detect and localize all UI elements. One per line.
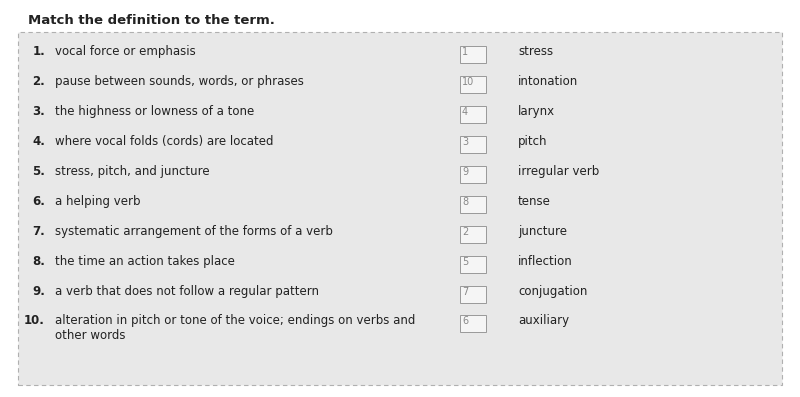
- FancyBboxPatch shape: [460, 315, 486, 332]
- Text: juncture: juncture: [518, 225, 567, 238]
- Text: tense: tense: [518, 195, 551, 208]
- Text: auxiliary: auxiliary: [518, 314, 569, 327]
- Text: 7.: 7.: [32, 225, 45, 238]
- Text: the time an action takes place: the time an action takes place: [55, 255, 235, 268]
- Text: 2.: 2.: [32, 75, 45, 88]
- FancyBboxPatch shape: [460, 106, 486, 123]
- Text: intonation: intonation: [518, 75, 578, 88]
- Text: 7: 7: [462, 287, 468, 297]
- Text: 10.: 10.: [24, 314, 45, 327]
- Text: Match the definition to the term.: Match the definition to the term.: [28, 14, 275, 27]
- FancyBboxPatch shape: [460, 256, 486, 273]
- Text: 5: 5: [462, 257, 468, 267]
- Text: a helping verb: a helping verb: [55, 195, 141, 208]
- Text: stress, pitch, and juncture: stress, pitch, and juncture: [55, 165, 210, 178]
- FancyBboxPatch shape: [460, 46, 486, 63]
- FancyBboxPatch shape: [460, 76, 486, 93]
- Text: systematic arrangement of the forms of a verb: systematic arrangement of the forms of a…: [55, 225, 333, 238]
- Text: 8.: 8.: [32, 255, 45, 268]
- Text: 6.: 6.: [32, 195, 45, 208]
- Text: stress: stress: [518, 45, 553, 58]
- Text: 1: 1: [462, 47, 468, 57]
- Text: alteration in pitch or tone of the voice; endings on verbs and
other words: alteration in pitch or tone of the voice…: [55, 314, 415, 342]
- Text: 4.: 4.: [32, 135, 45, 148]
- Text: pitch: pitch: [518, 135, 547, 148]
- Text: 10: 10: [462, 77, 474, 87]
- Text: 6: 6: [462, 316, 468, 326]
- FancyBboxPatch shape: [460, 286, 486, 303]
- Text: 9.: 9.: [32, 285, 45, 298]
- Text: 2: 2: [462, 227, 468, 237]
- Text: 8: 8: [462, 197, 468, 207]
- Text: 3: 3: [462, 137, 468, 147]
- Text: 9: 9: [462, 167, 468, 177]
- FancyBboxPatch shape: [460, 136, 486, 153]
- Text: vocal force or emphasis: vocal force or emphasis: [55, 45, 196, 58]
- Text: the highness or lowness of a tone: the highness or lowness of a tone: [55, 105, 254, 118]
- FancyBboxPatch shape: [460, 166, 486, 183]
- FancyBboxPatch shape: [460, 196, 486, 213]
- Text: 1.: 1.: [32, 45, 45, 58]
- Text: where vocal folds (cords) are located: where vocal folds (cords) are located: [55, 135, 274, 148]
- Text: larynx: larynx: [518, 105, 555, 118]
- Text: pause between sounds, words, or phrases: pause between sounds, words, or phrases: [55, 75, 304, 88]
- Text: 5.: 5.: [32, 165, 45, 178]
- Text: inflection: inflection: [518, 255, 573, 268]
- FancyBboxPatch shape: [18, 32, 782, 385]
- Text: irregular verb: irregular verb: [518, 165, 599, 178]
- Text: 3.: 3.: [32, 105, 45, 118]
- Text: 4: 4: [462, 107, 468, 117]
- Text: conjugation: conjugation: [518, 285, 587, 298]
- FancyBboxPatch shape: [460, 226, 486, 243]
- Text: a verb that does not follow a regular pattern: a verb that does not follow a regular pa…: [55, 285, 319, 298]
